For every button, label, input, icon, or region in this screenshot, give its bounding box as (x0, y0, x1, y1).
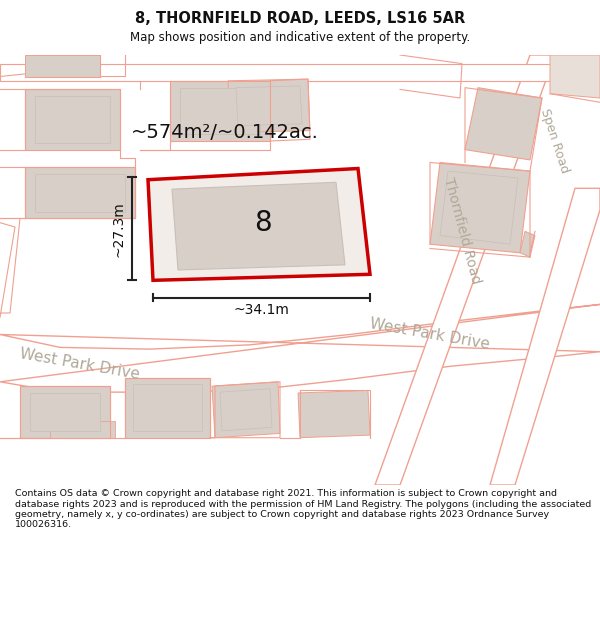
Text: Thornfield Road: Thornfield Road (441, 177, 483, 286)
Polygon shape (25, 167, 135, 218)
Text: Spen Road: Spen Road (538, 107, 572, 175)
Polygon shape (0, 64, 600, 81)
Polygon shape (35, 96, 110, 142)
Polygon shape (220, 389, 272, 431)
Text: West Park Drive: West Park Drive (369, 316, 491, 352)
Text: Contains OS data © Crown copyright and database right 2021. This information is : Contains OS data © Crown copyright and d… (15, 489, 591, 529)
Polygon shape (180, 88, 260, 134)
Text: ~27.3m: ~27.3m (111, 201, 125, 257)
Polygon shape (20, 386, 110, 438)
Polygon shape (228, 79, 310, 132)
Polygon shape (0, 304, 600, 392)
Text: ~574m²/~0.142ac.: ~574m²/~0.142ac. (131, 123, 319, 142)
Text: 8, THORNFIELD ROAD, LEEDS, LS16 5AR: 8, THORNFIELD ROAD, LEEDS, LS16 5AR (135, 11, 465, 26)
Polygon shape (172, 182, 345, 270)
Polygon shape (170, 81, 270, 141)
Polygon shape (298, 391, 370, 438)
Text: West Park Drive: West Park Drive (19, 347, 141, 382)
Polygon shape (125, 378, 210, 438)
Polygon shape (212, 382, 280, 438)
Polygon shape (30, 393, 100, 431)
Polygon shape (25, 89, 120, 149)
Polygon shape (430, 162, 530, 252)
Polygon shape (375, 55, 555, 485)
Polygon shape (133, 384, 202, 431)
Polygon shape (50, 421, 115, 437)
Polygon shape (490, 188, 600, 485)
Polygon shape (236, 86, 302, 126)
Text: Map shows position and indicative extent of the property.: Map shows position and indicative extent… (130, 31, 470, 44)
Polygon shape (465, 88, 542, 160)
Polygon shape (25, 55, 100, 76)
Polygon shape (440, 171, 518, 244)
Polygon shape (148, 169, 370, 281)
Polygon shape (550, 55, 600, 98)
Text: ~34.1m: ~34.1m (233, 302, 289, 316)
Polygon shape (520, 231, 535, 257)
Polygon shape (35, 174, 125, 211)
Text: 8: 8 (254, 209, 272, 237)
